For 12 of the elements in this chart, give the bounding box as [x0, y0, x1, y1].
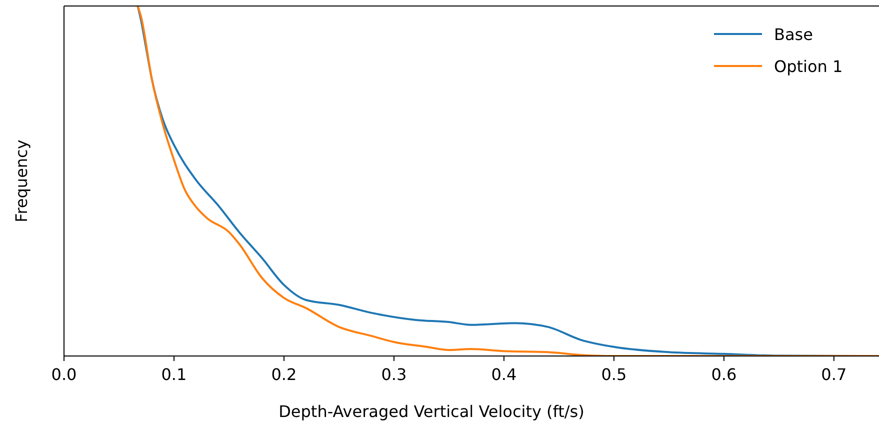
- x-tick-label: 0.0: [51, 365, 77, 384]
- y-axis-title: Frequency: [12, 140, 31, 222]
- x-axis-title: Depth-Averaged Vertical Velocity (ft/s): [278, 402, 584, 421]
- legend-label: Option 1: [774, 57, 843, 76]
- x-tick-label: 0.3: [381, 365, 407, 384]
- x-tick-label: 0.4: [491, 365, 517, 384]
- x-tick-label: 0.6: [711, 365, 737, 384]
- legend-label: Base: [774, 25, 813, 44]
- x-tick-label: 0.7: [821, 365, 847, 384]
- x-tick-label: 0.1: [161, 365, 187, 384]
- x-tick-label: 0.2: [271, 365, 297, 384]
- x-tick-label: 0.5: [601, 365, 627, 384]
